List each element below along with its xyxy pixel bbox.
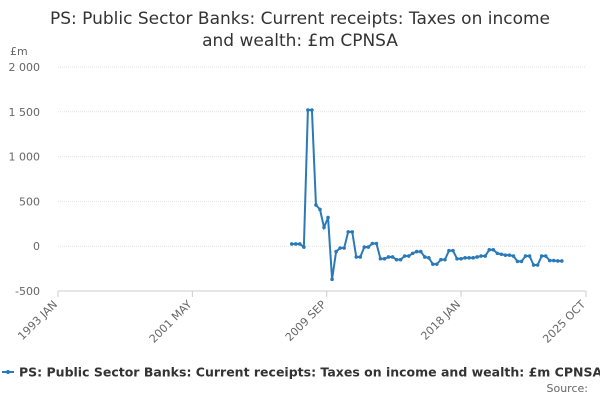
- data-point: [491, 247, 496, 252]
- data-point: [459, 256, 463, 261]
- data-point: [422, 255, 427, 259]
- legend-marker: [6, 370, 10, 374]
- data-point: [463, 256, 467, 260]
- y-tick-label: -500: [15, 285, 40, 298]
- y-tick-label: 2 000: [9, 61, 41, 74]
- data-point: [402, 254, 407, 258]
- data-point: [511, 254, 516, 258]
- data-point: [471, 256, 475, 260]
- data-point: [467, 256, 471, 260]
- data-point: [366, 245, 371, 249]
- data-point: [390, 255, 395, 259]
- data-point: [443, 257, 447, 262]
- y-tick-label: 0: [33, 240, 40, 253]
- data-point: [386, 255, 391, 259]
- data-point: [507, 253, 512, 257]
- series-line: [291, 109, 562, 280]
- data-point: [350, 230, 355, 234]
- data-point: [322, 225, 326, 230]
- data-point: [495, 251, 500, 256]
- data-point: [427, 256, 431, 260]
- x-tick-label: 2009 SEP: [283, 298, 329, 344]
- data-point: [330, 277, 334, 282]
- data-point: [531, 263, 536, 267]
- data-point: [515, 259, 520, 264]
- y-tick-label: 500: [19, 195, 40, 208]
- chart-title: PS: Public Sector Banks: Current receipt…: [50, 9, 550, 51]
- data-point: [487, 247, 492, 252]
- data-point: [318, 207, 322, 212]
- data-point: [378, 256, 383, 261]
- data-point: [289, 242, 294, 246]
- data-point: [394, 257, 399, 262]
- data-point: [374, 241, 379, 246]
- legend-label: PS: Public Sector Banks: Current receipt…: [19, 365, 600, 380]
- data-point: [503, 253, 508, 257]
- data-point: [535, 263, 540, 267]
- data-point: [362, 245, 367, 249]
- data-point: [451, 248, 455, 253]
- y-tick-label: 1 500: [9, 106, 41, 119]
- data-point: [306, 108, 310, 112]
- data-point: [483, 254, 488, 258]
- data-point: [358, 255, 363, 259]
- data-point: [499, 252, 504, 257]
- data-point: [294, 242, 298, 246]
- data-point: [475, 255, 479, 259]
- data-point: [370, 241, 375, 246]
- data-point: [543, 254, 548, 258]
- data-point: [414, 249, 419, 254]
- data-point: [334, 249, 338, 254]
- data-point: [551, 258, 556, 263]
- data-point: [310, 108, 314, 112]
- data-point: [519, 259, 524, 264]
- data-point: [418, 249, 423, 254]
- data-point: [560, 259, 564, 263]
- data-point: [547, 258, 552, 263]
- data-point: [410, 251, 415, 256]
- data-point: [342, 246, 346, 250]
- data-point: [527, 254, 532, 258]
- data-point: [346, 230, 350, 234]
- y-axis-label: £m: [10, 45, 28, 58]
- data-point: [539, 254, 544, 258]
- data-point: [479, 254, 484, 258]
- y-tick-label: 1 000: [9, 151, 41, 164]
- x-tick-label: 1993 JAN: [15, 298, 60, 343]
- data-point: [447, 248, 451, 253]
- data-point: [455, 256, 459, 261]
- x-tick-label: 2018 JAN: [418, 298, 463, 343]
- data-point: [354, 255, 359, 259]
- data-point: [555, 259, 560, 263]
- data-point: [435, 262, 439, 266]
- source: Source:: [547, 382, 589, 395]
- data-point: [431, 262, 435, 266]
- x-tick-label: 2001 MAY: [147, 298, 195, 346]
- data-point: [314, 203, 318, 207]
- data-point: [439, 257, 443, 262]
- data-point: [338, 246, 342, 250]
- data-point: [398, 257, 403, 262]
- x-tick-label: 2025 OCT: [540, 298, 588, 346]
- data-point: [406, 254, 411, 258]
- data-point: [326, 215, 330, 220]
- data-point: [382, 256, 387, 261]
- data-point: [523, 254, 528, 258]
- data-point: [298, 242, 302, 246]
- data-point: [302, 245, 306, 249]
